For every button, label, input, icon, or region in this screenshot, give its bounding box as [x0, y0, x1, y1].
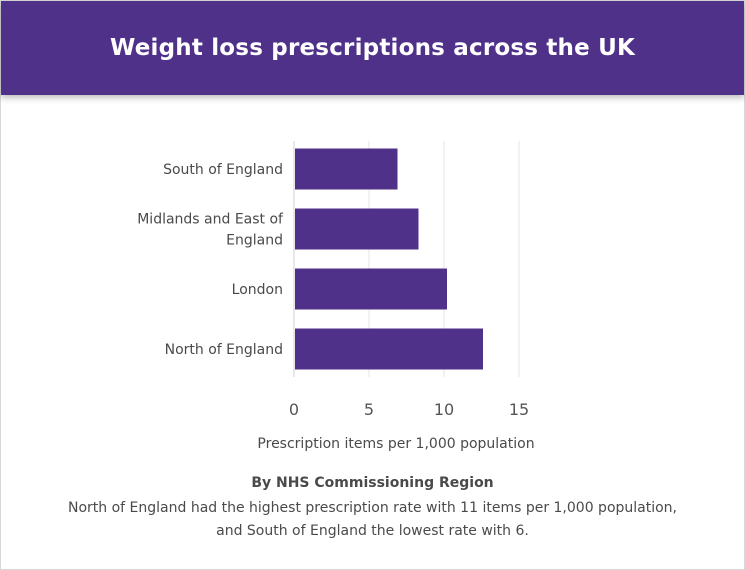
chart-caption: North of England had the highest prescri…	[67, 500, 678, 539]
bar	[295, 148, 398, 190]
category-label: Midlands and East of	[137, 212, 284, 228]
bar	[295, 268, 447, 310]
chart-subtitle: By NHS Commissioning Region	[251, 475, 494, 491]
x-axis-title: Prescription items per 1,000 population	[257, 436, 534, 452]
category-label: North of England	[165, 342, 283, 358]
x-tick-label: 10	[434, 400, 454, 419]
category-label: South of England	[163, 162, 283, 178]
bar	[295, 208, 419, 250]
x-tick-label: 0	[289, 400, 299, 419]
category-label: England	[226, 233, 283, 249]
category-label: London	[232, 282, 283, 298]
bar-chart: South of England Midlands and East of Engl…	[137, 141, 535, 452]
page-title: Weight loss prescriptions across the UK	[109, 35, 636, 61]
bar	[295, 328, 483, 370]
x-tick-label: 5	[364, 400, 374, 419]
x-tick-label: 15	[509, 400, 529, 419]
header-banner: Weight loss prescriptions across the UK	[1, 1, 744, 95]
